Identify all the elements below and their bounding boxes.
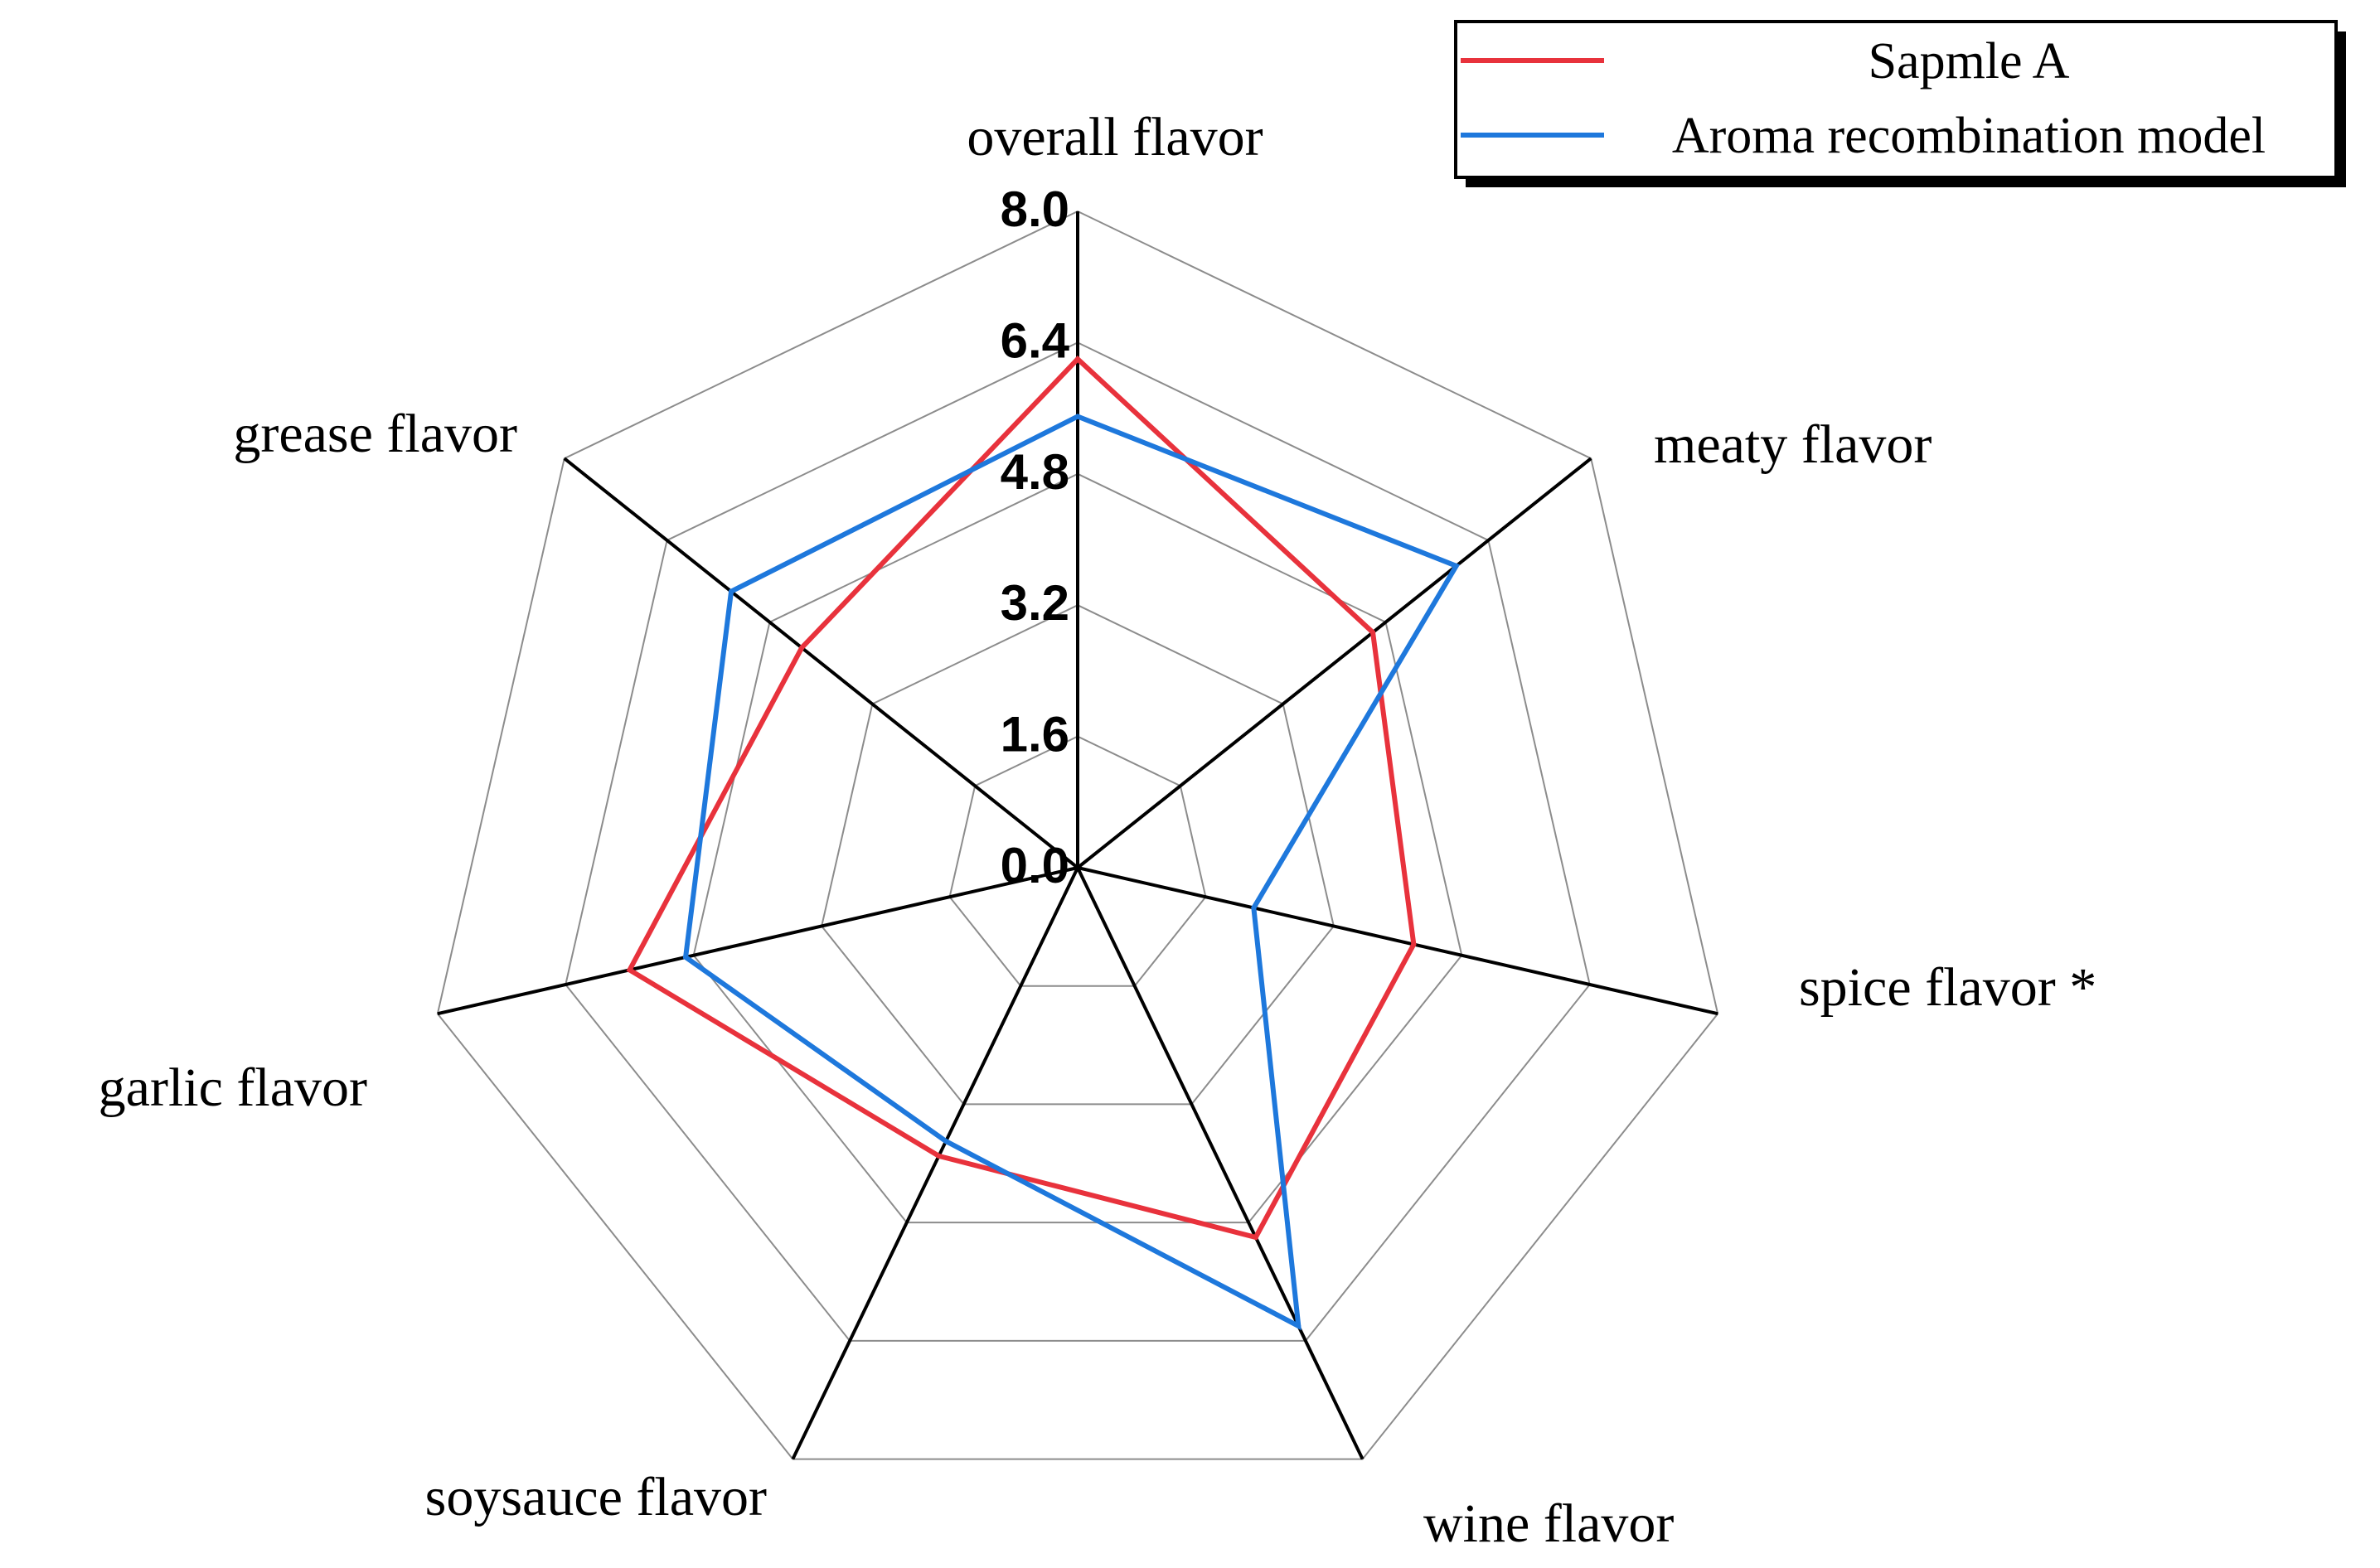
axis-spoke bbox=[1077, 866, 1718, 1016]
legend: Sapmle A Aroma recombination model bbox=[1454, 20, 2346, 187]
axis-spoke bbox=[437, 866, 1079, 1016]
radar-tick-labels: 0.0 1.6 3.2 4.8 6.4 8.0 bbox=[1001, 181, 1070, 893]
tick-label: 8.0 bbox=[1001, 181, 1069, 237]
series-line bbox=[682, 414, 1461, 1331]
data-point bbox=[1075, 356, 1080, 362]
data-point bbox=[1296, 1324, 1301, 1329]
axis-label: grease flavor bbox=[233, 404, 517, 464]
grid-ring bbox=[821, 604, 1335, 1106]
axis-label: spice flavor * bbox=[1799, 957, 2096, 1018]
data-point bbox=[1370, 630, 1376, 636]
data-point bbox=[936, 1153, 942, 1159]
grid-ring bbox=[436, 210, 1719, 1460]
axis-spoke bbox=[1076, 867, 1365, 1460]
radar-series bbox=[626, 355, 1461, 1331]
grid-ring bbox=[948, 735, 1207, 987]
data-point bbox=[1253, 1234, 1258, 1240]
radar-grid bbox=[436, 210, 1719, 1460]
tick-label: 4.8 bbox=[1001, 444, 1069, 500]
legend-label-sample-a: Sapmle A bbox=[1869, 33, 2070, 90]
radar-axis-labels: overall flavor meaty flavor spice flavor *… bbox=[99, 107, 2097, 1554]
radar-axes bbox=[437, 211, 1718, 1460]
axis-label: overall flavor bbox=[967, 107, 1263, 167]
axis-spoke bbox=[563, 457, 1079, 869]
data-point bbox=[1251, 905, 1257, 911]
grid-ring bbox=[692, 472, 1463, 1224]
data-point bbox=[943, 1139, 949, 1145]
data-point bbox=[1411, 941, 1417, 947]
tick-label: 0.0 bbox=[1001, 838, 1069, 893]
legend-label-aroma-model: Aroma recombination model bbox=[1672, 108, 2266, 164]
grid-ring bbox=[565, 341, 1591, 1342]
legend-box bbox=[1454, 20, 2338, 179]
tick-label: 1.6 bbox=[1001, 707, 1069, 762]
data-point bbox=[729, 588, 734, 594]
axis-label: garlic flavor bbox=[99, 1057, 367, 1118]
axis-spoke bbox=[1076, 457, 1592, 869]
tick-label: 6.4 bbox=[1001, 312, 1070, 368]
data-point bbox=[627, 967, 633, 973]
axis-spoke bbox=[791, 867, 1079, 1460]
data-point bbox=[1075, 414, 1080, 419]
data-point bbox=[799, 645, 805, 651]
data-point bbox=[1453, 563, 1459, 569]
axis-label: wine flavor bbox=[1423, 1493, 1674, 1554]
data-point bbox=[683, 954, 689, 960]
axis-label: meaty flavor bbox=[1654, 414, 1932, 475]
series-line bbox=[626, 355, 1417, 1241]
tick-label: 3.2 bbox=[1001, 575, 1069, 631]
axis-label: soysauce flavor bbox=[425, 1467, 767, 1527]
